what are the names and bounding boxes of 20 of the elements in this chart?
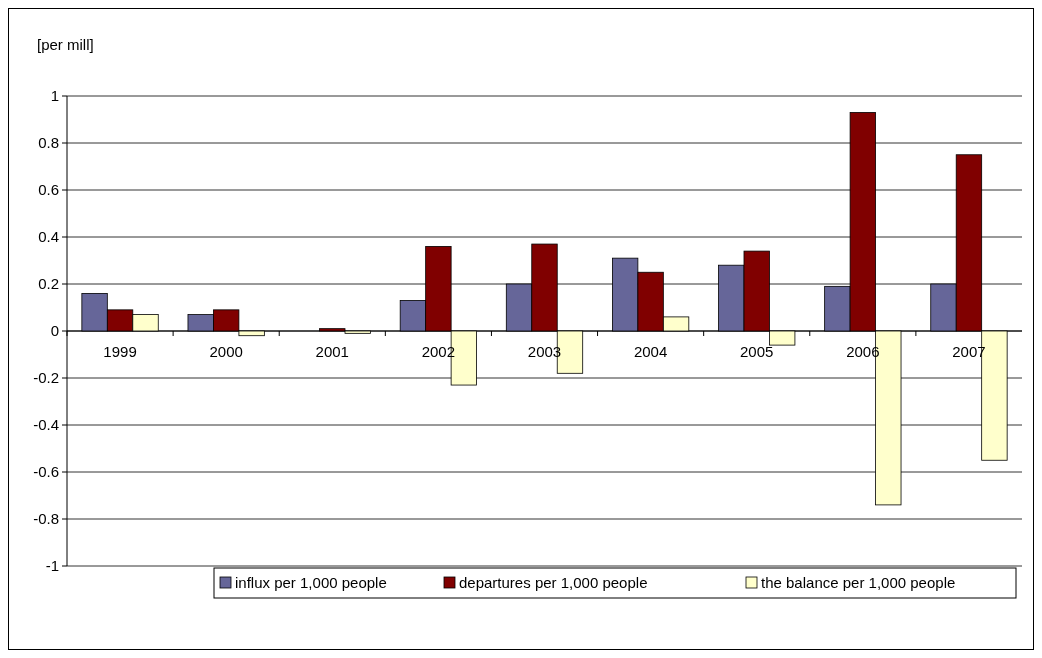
y-tick-label: 0.2 (38, 275, 59, 293)
x-tick-label: 2004 (633, 343, 668, 360)
y-axis-title: [per mill] (37, 35, 94, 53)
x-tick-label: 2005 (740, 343, 774, 360)
y-tick-label: 0 (50, 322, 59, 340)
y-tick-label: -1 (45, 557, 59, 575)
legend-label: influx per 1,000 people (235, 574, 387, 591)
y-tick-label: 1 (50, 87, 59, 105)
x-tick-label: 2000 (209, 343, 243, 360)
y-tick-label: 0.8 (38, 134, 59, 152)
y-tick-label: -0.6 (33, 463, 59, 481)
y-tick-label: -0.4 (33, 416, 59, 434)
x-tick-label: 2001 (315, 343, 349, 360)
legend-label: departures per 1,000 people (459, 574, 648, 591)
y-tick-label: 0.6 (38, 181, 59, 199)
y-tick-label: -0.2 (33, 369, 59, 387)
y-tick-label: -0.8 (33, 510, 59, 528)
legend-label: the balance per 1,000 people (761, 574, 956, 591)
x-tick-label: 1999 (103, 343, 137, 360)
y-tick-label: 0.4 (38, 228, 59, 246)
